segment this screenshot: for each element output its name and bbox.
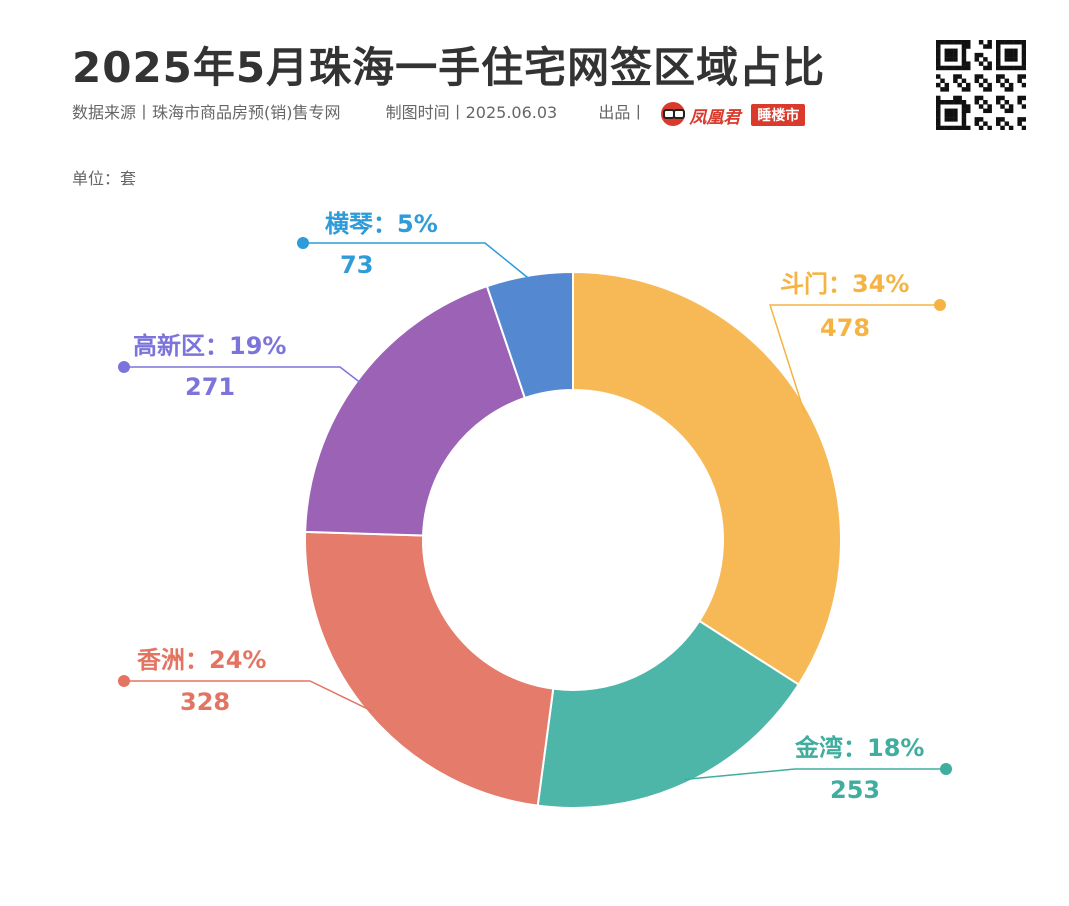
data-source-text: 数据来源丨珠海市商品房预(销)售专网 [72, 103, 341, 122]
leader-lines-group [118, 237, 952, 781]
brand-name: 凤凰君 [689, 107, 741, 128]
leader-dot-0 [934, 299, 946, 311]
slice-label-0: 斗门：34% [780, 270, 909, 298]
slice-label-1: 金湾：18% [794, 734, 924, 762]
leader-line-2 [124, 680, 373, 712]
leader-line-0 [768, 304, 940, 414]
leader-line-4 [303, 242, 531, 281]
labels-group: 斗门：34% 478 金湾：18% 253 香洲：24% 328 高新区：19% 271 横琴：… [133, 210, 924, 804]
chart-date-text: 制图时间丨2025.06.03 [385, 103, 558, 122]
slice-label-3: 高新区：19% [133, 332, 286, 360]
brand-mascot-icon [661, 101, 686, 126]
slice-0 [572, 270, 842, 686]
subtitle-line: 数据来源丨珠海市商品房预(销)售专网 制图时间丨2025.06.03 出品丨 凤… [72, 99, 821, 128]
slice-value-0: 478 [820, 314, 870, 342]
brand-logo: 凤凰君 睡楼市 [661, 101, 821, 128]
leader-dot-3 [118, 361, 130, 373]
slice-2 [304, 530, 555, 807]
credit-label: 出品丨 [598, 103, 647, 122]
leader-dot-1 [940, 763, 952, 775]
slice-3 [304, 284, 527, 537]
slice-label-4: 横琴：5% [325, 210, 438, 238]
unit-label: 单位：套 [72, 169, 137, 188]
page-title: 2025年5月珠海一手住宅网签区域占比 [72, 43, 826, 92]
slices-group [304, 270, 842, 809]
brand-tag: 睡楼市 [751, 103, 806, 126]
slice-label-2: 香洲：24% [137, 646, 266, 674]
leader-dot-2 [118, 675, 130, 687]
slice-1 [536, 619, 801, 809]
leader-line-1 [684, 768, 946, 781]
qr-code-icon [936, 40, 1026, 130]
slice-value-2: 328 [180, 688, 230, 716]
slice-4 [485, 270, 574, 400]
leader-dot-4 [297, 237, 309, 249]
slice-value-1: 253 [830, 776, 880, 804]
leader-line-3 [124, 366, 362, 384]
slice-value-3: 271 [185, 373, 235, 401]
slice-value-4: 73 [340, 251, 373, 279]
